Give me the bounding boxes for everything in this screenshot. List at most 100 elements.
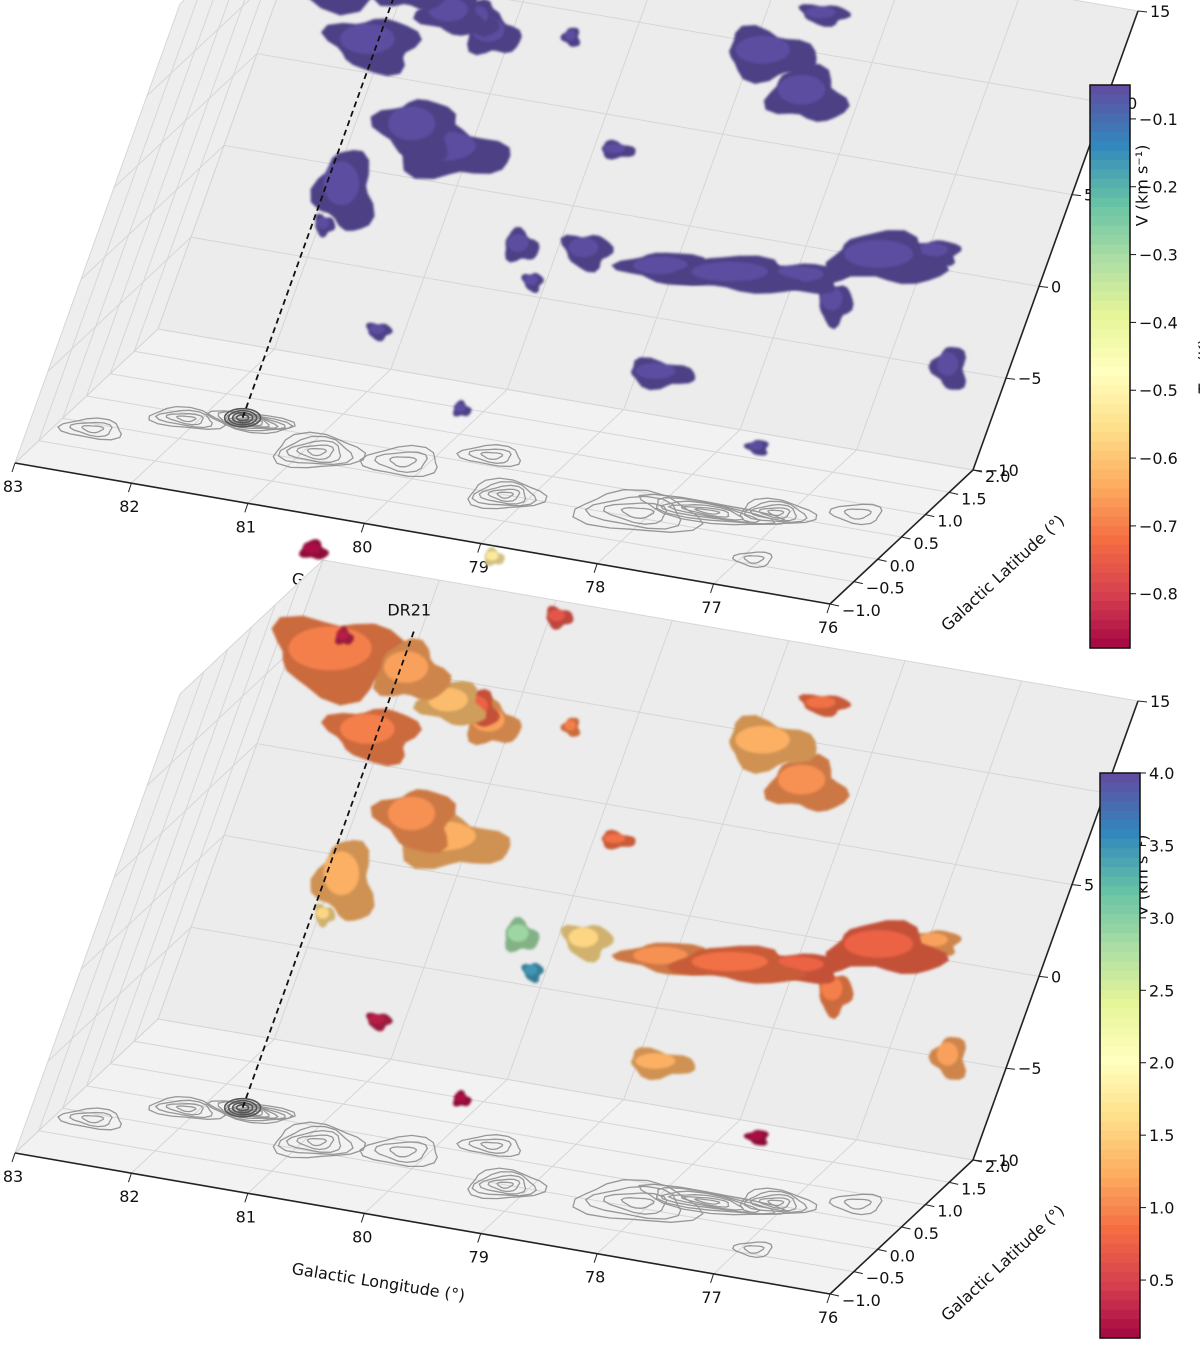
contour-line xyxy=(154,409,213,429)
contour-line xyxy=(602,502,668,525)
contour-line xyxy=(478,1174,527,1195)
clump xyxy=(666,255,807,294)
y-tick xyxy=(901,536,911,540)
clump-highlight xyxy=(564,30,576,41)
colorbar-segment xyxy=(1090,94,1130,105)
z-tick xyxy=(972,469,983,472)
clump-highlight xyxy=(548,609,565,622)
contour-line xyxy=(743,555,765,564)
clump-highlight xyxy=(635,1053,676,1069)
colorbar-segment xyxy=(1090,366,1130,377)
x-tick xyxy=(127,1172,132,1183)
x-tick xyxy=(360,523,365,533)
colorbar-segment xyxy=(1090,103,1130,114)
clump-body xyxy=(310,0,370,16)
clump xyxy=(798,694,851,717)
colorbar: 4.03.53.02.52.01.51.00.5σv (km s⁻¹) xyxy=(1099,764,1174,1339)
contour-line xyxy=(843,508,873,520)
colorbar-segment xyxy=(1090,507,1130,518)
colorbar-segment xyxy=(1090,150,1130,161)
clump xyxy=(372,638,452,701)
contour-line xyxy=(572,489,704,533)
x-tick xyxy=(11,462,16,473)
clumps xyxy=(310,0,967,456)
colorbar-segment xyxy=(1090,263,1130,274)
panel-sigma-v: 8382818079787776−1.0−0.50.00.51.01.52.01… xyxy=(3,539,1174,1339)
dr21-core-contour xyxy=(231,411,254,424)
dr21-core-contour xyxy=(235,413,250,422)
z-gridline xyxy=(14,1018,974,1161)
clump xyxy=(560,27,581,47)
colorbar: −0.1 −0.2 −0.3 −0.4 −0.5 −0.6 −0.7 −0.8 Tmb (K) xyxy=(1089,84,1200,649)
colorbar-segment xyxy=(1090,441,1130,452)
colorbar-segment xyxy=(1100,848,1140,859)
y-tick-label: −0.5 xyxy=(866,579,905,598)
colorbar-segment xyxy=(1100,1140,1140,1151)
z-tick xyxy=(1137,10,1148,13)
contour-line xyxy=(272,431,367,469)
contour-line xyxy=(165,413,204,426)
clump xyxy=(666,945,807,984)
colorbar-segment xyxy=(1090,113,1130,124)
clump-highlight xyxy=(564,720,576,731)
z-gridline xyxy=(47,926,1007,1069)
clump xyxy=(907,930,962,957)
y-tick xyxy=(877,1248,887,1252)
y-tick-label: 0.0 xyxy=(890,556,915,575)
contour-line xyxy=(584,495,682,530)
contour-line xyxy=(743,1245,765,1254)
colorbar-segment xyxy=(1090,460,1130,471)
colorbar-segment xyxy=(1100,1243,1140,1254)
contour-line xyxy=(456,444,522,468)
clump xyxy=(521,272,544,294)
clump-highlight xyxy=(525,274,538,286)
dr21-core-contour xyxy=(231,1101,254,1114)
colorbar-segment xyxy=(1100,1074,1140,1085)
z-tick-label: −5 xyxy=(1018,1059,1042,1078)
contour-line xyxy=(467,1167,548,1200)
x-tick xyxy=(244,503,249,513)
clump-highlight xyxy=(918,243,948,257)
z-tick-label: 0 xyxy=(1051,967,1061,986)
clump-highlight xyxy=(844,240,914,268)
clump xyxy=(505,917,540,953)
z-tick xyxy=(1005,1067,1016,1070)
clump-highlight xyxy=(749,441,763,451)
x-tick-label: 81 xyxy=(236,517,256,536)
x-tick xyxy=(127,482,132,493)
colorbar-segment xyxy=(1090,563,1130,574)
y-tick xyxy=(949,491,959,495)
colorbar-segment xyxy=(1090,122,1130,133)
x-tick-label: 76 xyxy=(818,618,838,637)
z-tick-label: −5 xyxy=(1018,369,1042,388)
colorbar-segment xyxy=(1090,385,1130,396)
clump-highlight xyxy=(337,630,349,640)
x-axis-line xyxy=(14,1152,831,1295)
contour-line xyxy=(749,1193,798,1212)
colorbar-segment xyxy=(1090,610,1130,621)
colorbar-segment xyxy=(1090,422,1130,433)
contour-line xyxy=(843,1198,873,1210)
colorbar-tick-label: 1.0 xyxy=(1149,1199,1174,1218)
colorbar-segment xyxy=(1090,591,1130,602)
colorbar-segment xyxy=(1100,1253,1140,1264)
x-axis-label: Galactic Longitude (°) xyxy=(291,1259,467,1305)
colorbar-segment xyxy=(1090,291,1130,302)
contour-line xyxy=(620,507,655,519)
dr21-label: DR21 xyxy=(387,600,431,619)
colorbar-segment xyxy=(1090,197,1130,208)
x-tick xyxy=(593,1253,598,1263)
clump xyxy=(335,626,355,645)
colorbar-segment xyxy=(1100,1309,1140,1320)
contour-line xyxy=(230,416,270,428)
x-tick-label: 78 xyxy=(585,1268,605,1287)
z-tick-label: 5 xyxy=(1084,876,1094,895)
y-tick xyxy=(925,514,935,518)
colorbar-segment xyxy=(1090,394,1130,405)
colorbar-segment xyxy=(1100,1036,1140,1047)
x-tick-label: 82 xyxy=(119,497,139,516)
z-tick xyxy=(1038,285,1049,288)
colorbar-tick-label: −0.5 xyxy=(1139,381,1178,400)
contour-line xyxy=(766,509,785,517)
x-tick xyxy=(826,1293,831,1304)
